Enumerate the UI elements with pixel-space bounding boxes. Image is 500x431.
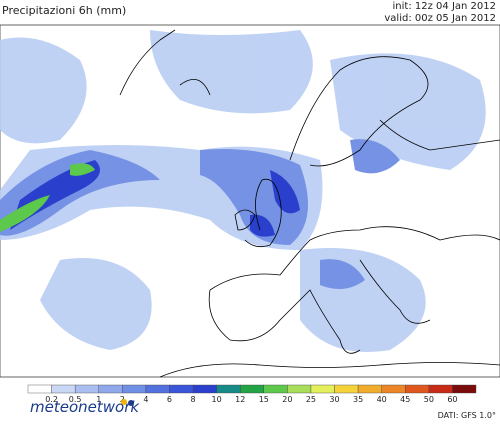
legend-swatch	[334, 384, 359, 394]
legend-swatch	[145, 384, 170, 394]
legend-swatch	[310, 384, 335, 394]
legend-swatch	[405, 384, 430, 394]
title: Precipitazioni 6h (mm)	[2, 4, 126, 17]
brand: meteonetwork	[30, 398, 140, 416]
legend-label: 25	[306, 395, 316, 404]
source: DATI: GFS 1.0°	[438, 411, 496, 420]
legend-swatch	[428, 384, 453, 394]
init-time: init: 12z 04 Jan 2012	[393, 1, 496, 12]
legend-swatch	[74, 384, 99, 394]
brand-dot	[128, 400, 134, 406]
legend-label: 4	[143, 395, 148, 404]
legend-swatch	[27, 384, 52, 394]
legend-swatch	[357, 384, 382, 394]
legend-label: 1	[96, 395, 101, 404]
legend-swatch	[51, 384, 76, 394]
map	[0, 24, 500, 378]
legend-label: 30	[329, 395, 339, 404]
precip-moderate	[0, 139, 400, 289]
legend-swatch	[216, 384, 241, 394]
legend-swatch	[287, 384, 312, 394]
legend-label: 12	[235, 395, 245, 404]
legend-label: 60	[447, 395, 457, 404]
legend-swatch	[122, 384, 147, 394]
legend-label: 15	[259, 395, 269, 404]
valid-time: valid: 00z 05 Jan 2012	[384, 13, 496, 24]
precip-intense	[0, 163, 95, 232]
legend-swatch	[98, 384, 123, 394]
legend-label: 50	[424, 395, 434, 404]
legend-label: 2	[120, 395, 125, 404]
legend-label: 45	[400, 395, 410, 404]
legend-label: 20	[282, 395, 292, 404]
legend-label: 0.2	[45, 395, 58, 404]
legend-label: 35	[353, 395, 363, 404]
coastlines	[119, 29, 500, 378]
legend-label: 10	[212, 395, 222, 404]
legend: 0.2 0.5 1 2 4 6 8 10 12 15 20 25 30 35 40 45 50 60	[27, 384, 477, 404]
legend-swatch	[240, 384, 264, 394]
legend-swatch	[381, 384, 406, 394]
legend-swatch	[452, 384, 477, 394]
precip-light	[0, 30, 486, 352]
legend-label: 40	[377, 395, 387, 404]
legend-swatch	[263, 384, 288, 394]
legend-label: 0.5	[69, 395, 82, 404]
legend-label: 8	[191, 395, 196, 404]
legend-swatch	[169, 384, 194, 394]
legend-label: 6	[167, 395, 172, 404]
legend-swatch	[192, 384, 217, 394]
brand-dot	[121, 399, 127, 405]
